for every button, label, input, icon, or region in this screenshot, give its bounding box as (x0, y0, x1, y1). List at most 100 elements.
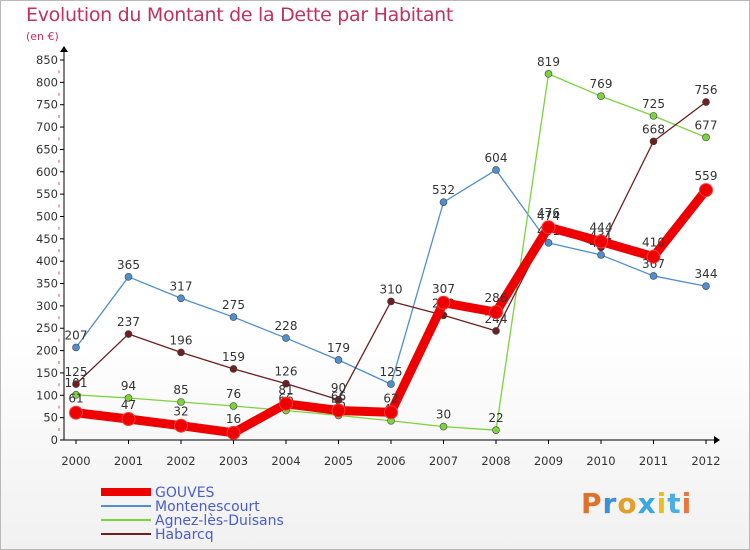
data-point (177, 398, 185, 406)
y-tick-label: 850 (36, 53, 58, 67)
data-point (121, 411, 136, 426)
data-point (72, 391, 80, 399)
data-label: 317 (170, 279, 193, 293)
data-point (649, 112, 658, 120)
data-label: 668 (642, 122, 665, 136)
data-point (72, 380, 80, 388)
x-tick-label: 2008 (481, 454, 510, 468)
data-label: 196 (170, 333, 193, 347)
data-point (544, 70, 553, 78)
y-tick-label: 700 (36, 120, 58, 134)
data-point (282, 379, 290, 388)
x-tick-label: 2011 (639, 454, 668, 468)
data-label: 126 (275, 365, 298, 379)
series-montenescourt: 207365317275228179125532604441414367344 (65, 151, 718, 388)
data-label: 365 (117, 258, 140, 272)
data-point (279, 396, 293, 411)
y-tick-label: 550 (36, 187, 58, 201)
x-tick-label: 2010 (586, 454, 615, 468)
y-tick-label: 800 (36, 75, 58, 89)
x-tick-label: 2007 (429, 454, 458, 468)
y-tick-label: 100 (36, 388, 58, 402)
chart-title: Evolution du Montant de la Dette par Hab… (26, 4, 454, 26)
logo-letter: x (637, 487, 657, 520)
data-label: 725 (642, 97, 665, 111)
y-tick-label: 600 (36, 165, 58, 179)
y-tick-label: 400 (36, 254, 58, 268)
data-point (646, 249, 661, 264)
x-tick-label: 2001 (114, 454, 143, 468)
data-point (226, 425, 241, 440)
data-point (702, 98, 710, 106)
logo-letter: r (602, 487, 618, 520)
data-point (436, 295, 451, 310)
data-point (229, 365, 238, 373)
x-tick-label: 2006 (376, 454, 405, 468)
y-tick-label: 650 (36, 142, 58, 156)
legend-label: Agnez-lès-Duisans (155, 513, 284, 529)
data-label: 559 (695, 169, 718, 183)
data-point (492, 166, 500, 174)
data-point (594, 234, 608, 249)
data-label: 16 (226, 412, 241, 426)
legend-label: Montenescourt (155, 499, 260, 515)
y-tick-label: 450 (36, 232, 58, 246)
data-label: 32 (173, 405, 188, 419)
data-label: 22 (488, 411, 503, 425)
data-point (492, 426, 500, 434)
data-label: 310 (380, 282, 403, 296)
y-tick-label: 0 (51, 433, 58, 447)
legend-label: Habarcq (155, 527, 214, 543)
series-line (75, 169, 707, 385)
data-label: 819 (537, 55, 560, 69)
data-label: 125 (380, 365, 403, 379)
data-point (544, 239, 553, 247)
data-label: 769 (590, 77, 613, 91)
y-tick-label: 300 (36, 299, 58, 313)
y-tick-label: 150 (36, 366, 58, 380)
data-label: 476 (537, 206, 560, 220)
data-label: 410 (642, 236, 665, 250)
x-tick-label: 2002 (166, 454, 195, 468)
data-label: 677 (695, 118, 718, 132)
data-point (229, 313, 238, 321)
data-point (177, 348, 185, 357)
data-point (597, 251, 605, 259)
y-tick-label: 200 (36, 344, 58, 358)
data-label: 344 (695, 267, 718, 281)
data-label: 237 (117, 315, 140, 329)
data-label: 85 (173, 383, 188, 397)
data-label: 228 (275, 319, 298, 333)
series-gouves: 61 47 32 16 81 66 62 307 286 476 444 410 559 (68, 169, 718, 440)
logo-letter: i (681, 487, 693, 520)
x-tick-label: 2003 (219, 454, 248, 468)
data-label: 61 (68, 392, 83, 406)
data-point (124, 273, 133, 281)
y-tick-label: 750 (36, 98, 58, 112)
data-point (489, 305, 503, 320)
data-point (124, 394, 133, 402)
data-label: 94 (121, 379, 136, 393)
logo-letter: t (667, 487, 682, 520)
data-point (331, 403, 346, 418)
data-point (649, 137, 658, 146)
data-label: 474 (537, 209, 560, 223)
data-point (439, 198, 448, 206)
data-label: 756 (695, 83, 718, 97)
y-tick-label: 500 (36, 209, 58, 223)
data-point (282, 334, 290, 342)
y-axis-arrow (60, 46, 68, 52)
data-label: 179 (327, 341, 350, 355)
data-label: 76 (226, 387, 241, 401)
y-tick-label: 350 (36, 277, 58, 291)
y-tick-label: 50 (43, 411, 58, 425)
data-label: 66 (331, 389, 346, 403)
data-label: 604 (485, 151, 508, 165)
data-point (124, 330, 133, 338)
data-point (492, 327, 500, 335)
x-axis-arrow (714, 436, 720, 444)
data-point (384, 405, 398, 420)
data-label: 207 (65, 328, 88, 342)
